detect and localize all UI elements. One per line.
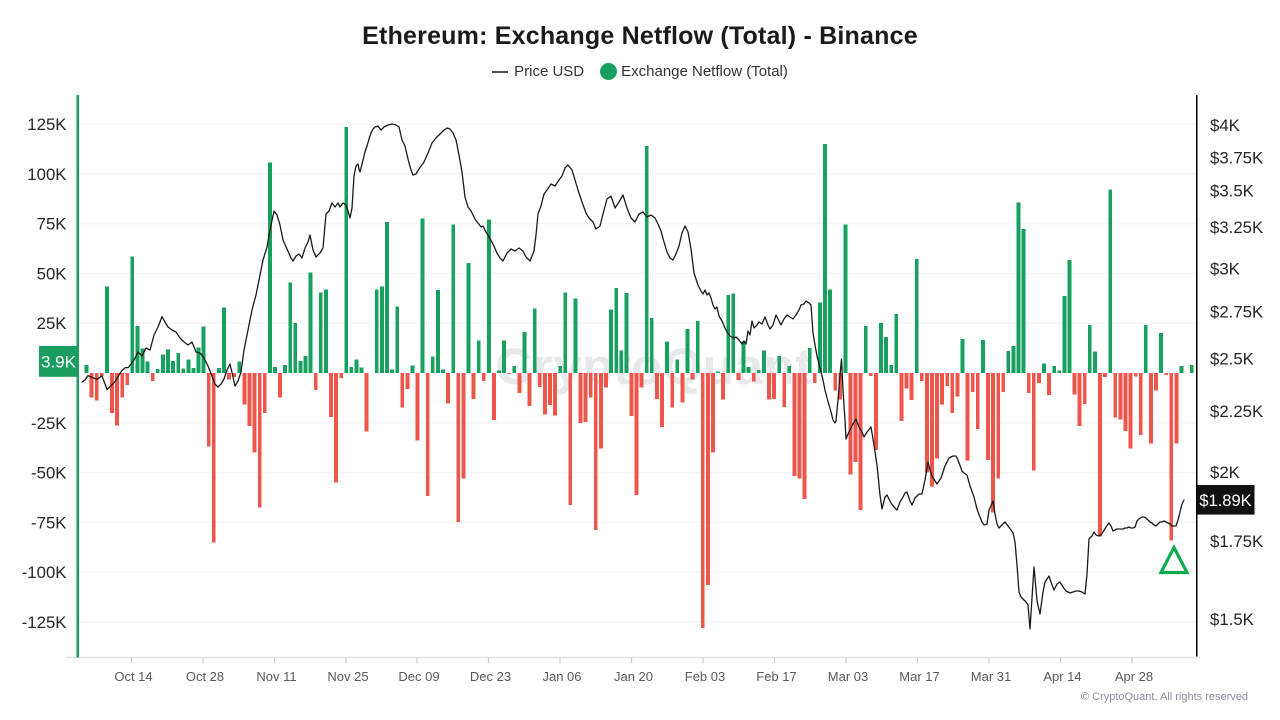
svg-text:Mar 31: Mar 31 bbox=[971, 669, 1011, 684]
svg-text:$3.5K: $3.5K bbox=[1210, 182, 1254, 201]
svg-text:Mar 17: Mar 17 bbox=[899, 669, 939, 684]
svg-text:$1.75K: $1.75K bbox=[1210, 532, 1263, 551]
svg-text:-125K: -125K bbox=[22, 613, 67, 632]
svg-text:125K: 125K bbox=[27, 115, 66, 134]
svg-text:-25K: -25K bbox=[31, 414, 66, 433]
svg-text:$3.75K: $3.75K bbox=[1210, 149, 1263, 168]
svg-text:$2.75K: $2.75K bbox=[1210, 303, 1263, 322]
svg-text:Dec 23: Dec 23 bbox=[470, 669, 511, 684]
svg-text:50K: 50K bbox=[37, 264, 67, 283]
svg-text:$3.25K: $3.25K bbox=[1210, 218, 1263, 237]
svg-text:$4K: $4K bbox=[1210, 116, 1240, 135]
svg-text:$2.5K: $2.5K bbox=[1210, 350, 1254, 369]
svg-text:Oct 28: Oct 28 bbox=[186, 669, 224, 684]
svg-text:Oct 14: Oct 14 bbox=[114, 669, 152, 684]
svg-text:Mar 03: Mar 03 bbox=[828, 669, 868, 684]
svg-text:-100K: -100K bbox=[22, 563, 67, 582]
svg-text:Nov 25: Nov 25 bbox=[327, 669, 368, 684]
svg-text:-50K: -50K bbox=[31, 464, 66, 483]
svg-text:$2.25K: $2.25K bbox=[1210, 402, 1263, 421]
svg-text:100K: 100K bbox=[27, 165, 66, 184]
svg-text:75K: 75K bbox=[37, 215, 67, 234]
svg-text:25K: 25K bbox=[37, 314, 67, 333]
svg-text:Nov 11: Nov 11 bbox=[256, 669, 296, 684]
svg-text:$1.89K: $1.89K bbox=[1199, 492, 1251, 510]
svg-text:Feb 03: Feb 03 bbox=[685, 669, 725, 684]
svg-text:Apr 14: Apr 14 bbox=[1043, 669, 1081, 684]
svg-text:$1.5K: $1.5K bbox=[1210, 610, 1254, 629]
svg-text:-75K: -75K bbox=[31, 513, 66, 532]
svg-text:Feb 17: Feb 17 bbox=[756, 669, 796, 684]
svg-text:Jan 06: Jan 06 bbox=[542, 669, 581, 684]
svg-text:$2K: $2K bbox=[1210, 463, 1240, 482]
svg-text:3.9K: 3.9K bbox=[41, 353, 77, 372]
svg-text:$3K: $3K bbox=[1210, 260, 1240, 279]
svg-text:Jan 20: Jan 20 bbox=[614, 669, 653, 684]
svg-text:Dec 09: Dec 09 bbox=[398, 669, 439, 684]
svg-text:Apr 28: Apr 28 bbox=[1115, 669, 1153, 684]
